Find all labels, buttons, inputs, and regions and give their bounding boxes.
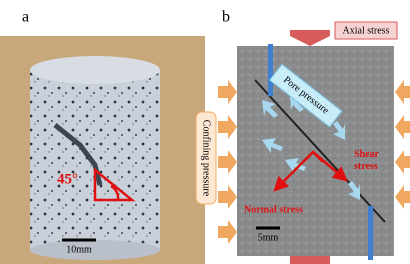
figure: a 45° 10mm b Axial stress Confining pres…: [0, 0, 410, 264]
scale-label: 10mm: [66, 244, 92, 255]
shear-label: Shear stress: [354, 149, 381, 172]
panel-label: b: [222, 9, 230, 26]
panel-label: a: [22, 9, 29, 26]
shear-line: stress: [354, 161, 378, 172]
confining-label: Confining pressure: [201, 120, 212, 197]
axial-label: Axial stress: [343, 25, 390, 36]
angle-label: 45°: [57, 171, 78, 187]
pore-rod: [268, 44, 273, 96]
pore-rod: [368, 206, 373, 260]
photo-a: [0, 36, 205, 264]
normal-label: Normal stress: [244, 204, 303, 215]
shear-line: Shear: [354, 149, 380, 160]
scale-label: 5mm: [258, 232, 279, 243]
